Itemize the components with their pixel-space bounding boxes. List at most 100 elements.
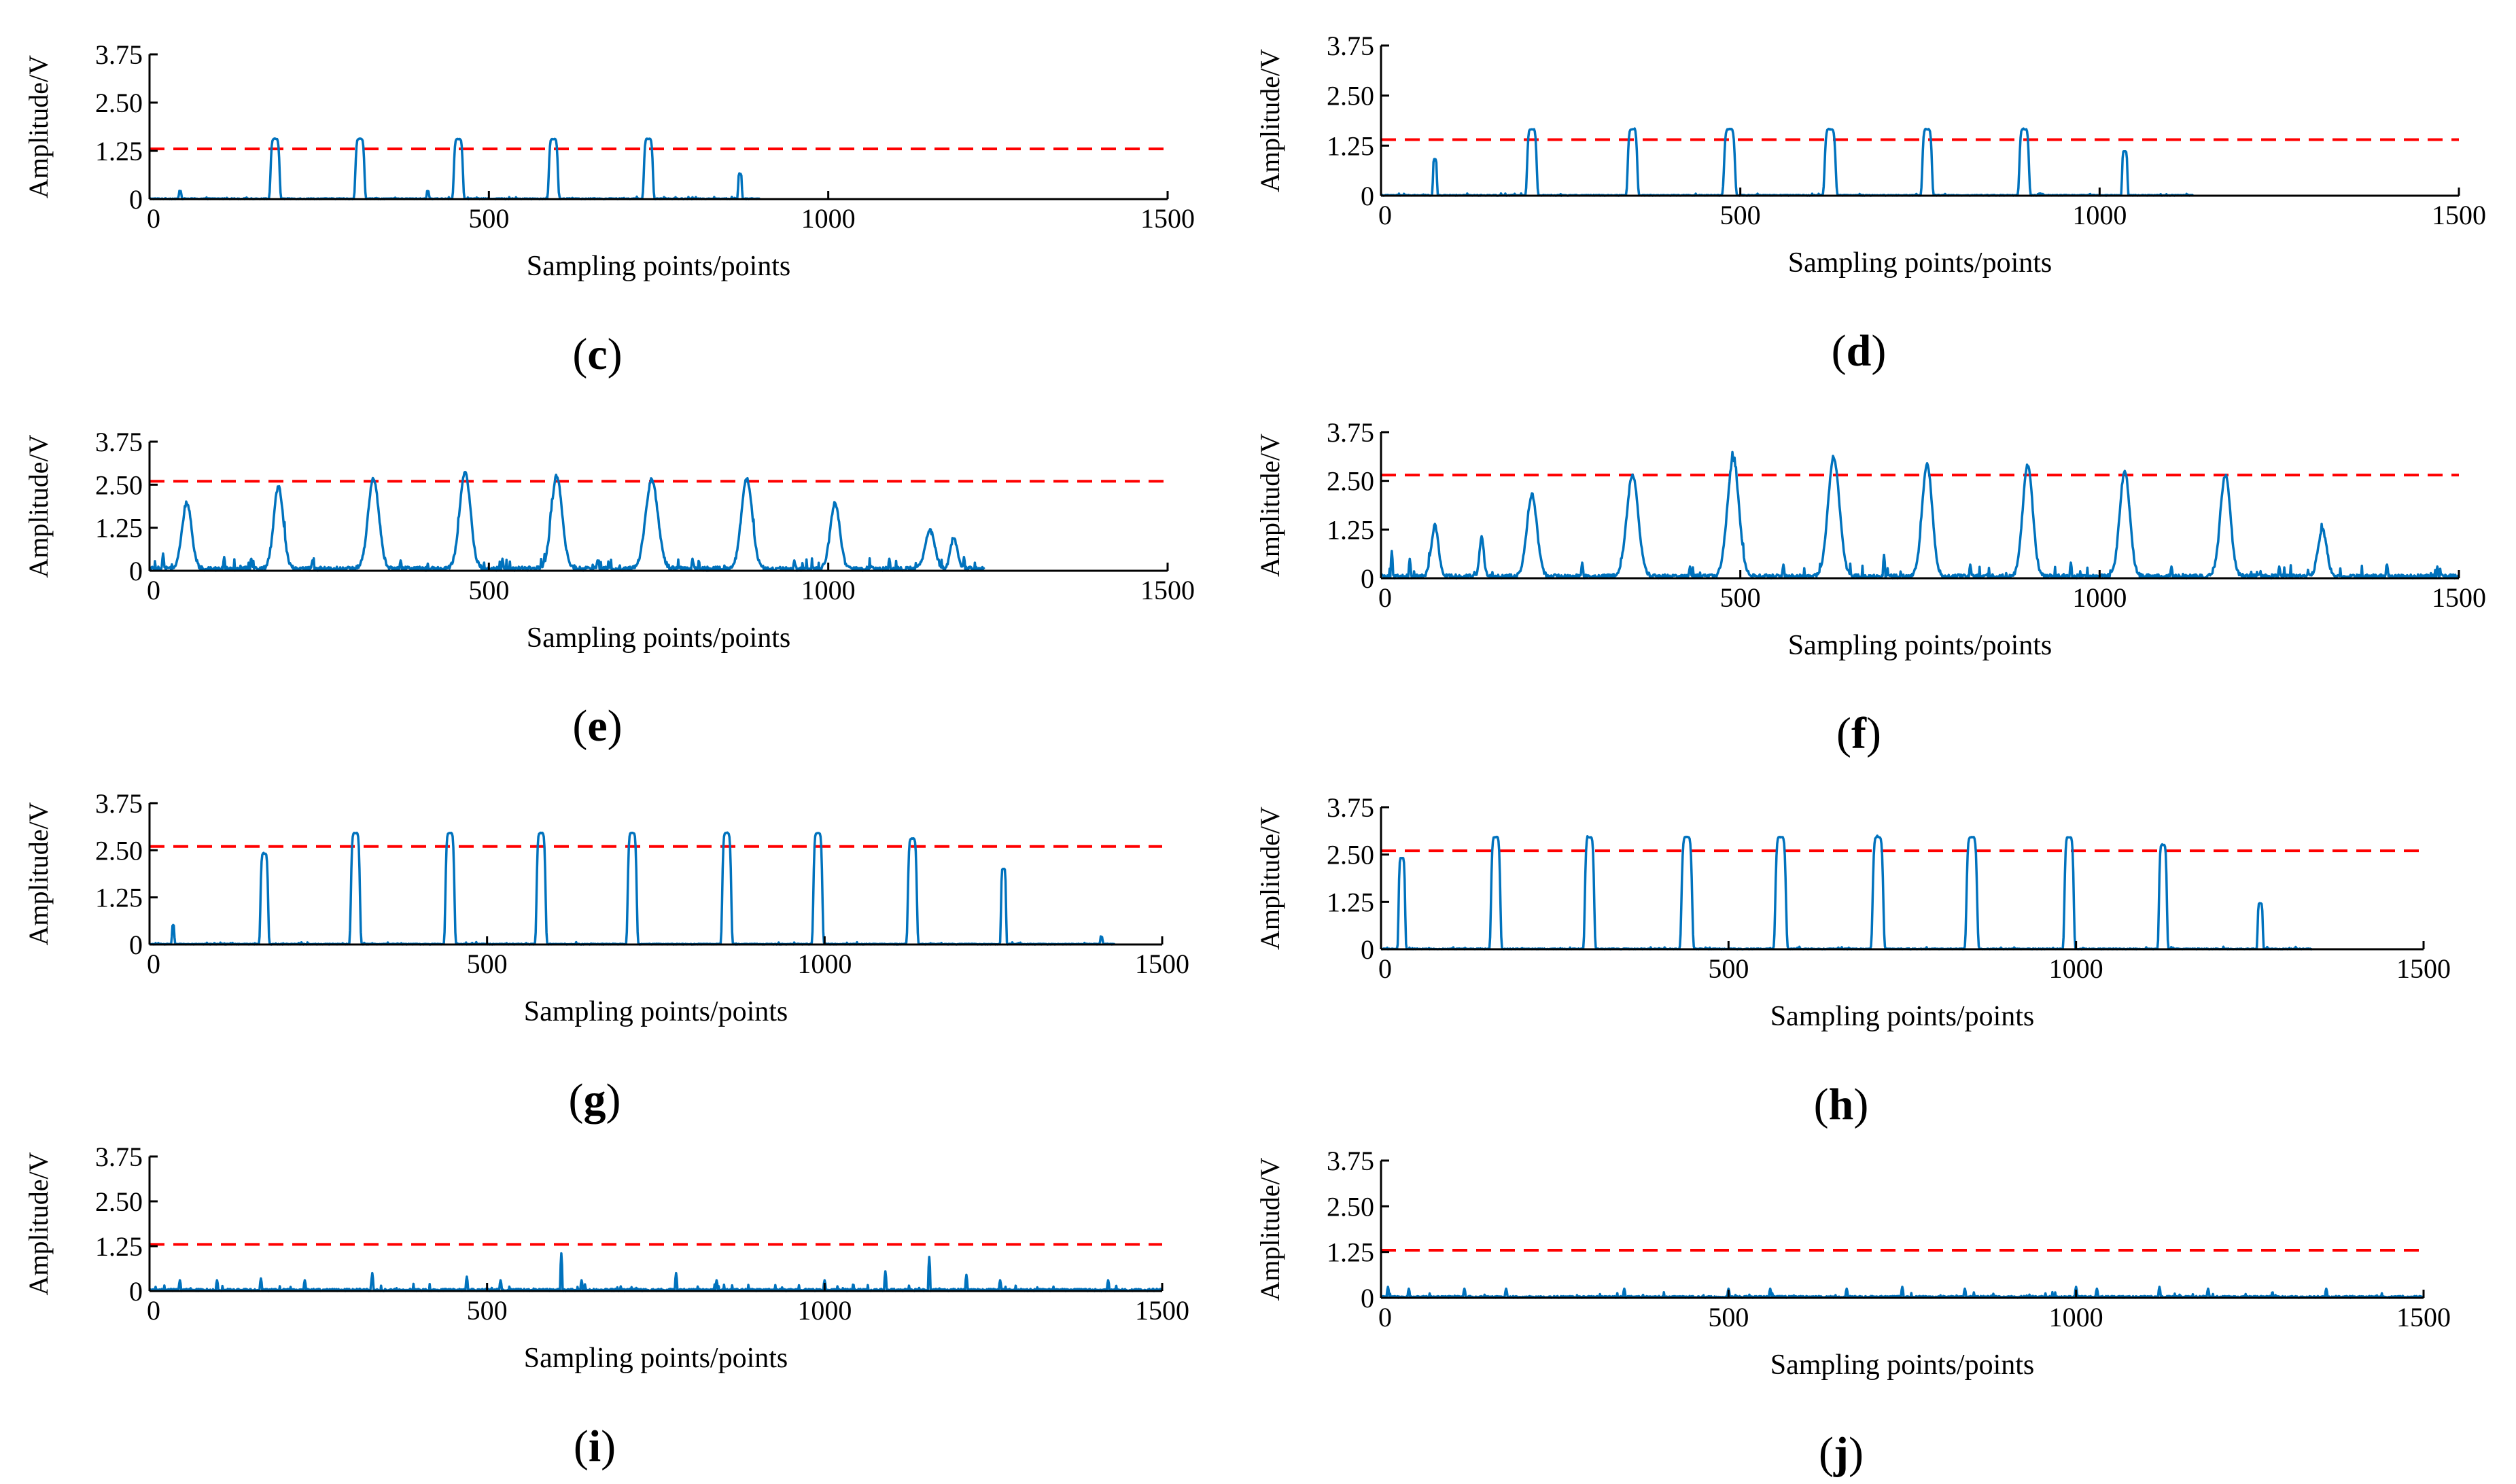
x-tick-label: 1000 [2072, 200, 2127, 230]
x-tick-label: 500 [467, 1295, 508, 1326]
y-axis-label: Amplitude/V [23, 434, 54, 578]
panel-h: 0 1.25 2.50 3.75 0 500 1000 1500 Sampling points… [1255, 792, 2451, 1129]
x-tick-label: 0 [147, 575, 160, 605]
signal-series [1380, 1286, 2424, 1299]
x-tick-label: 0 [1378, 200, 1392, 230]
x-tick-label: 1000 [2072, 582, 2127, 613]
y-axis-label: Amplitude/V [23, 55, 54, 198]
y-tick-label: 3.75 [1327, 31, 1374, 61]
x-tick-label: 1000 [801, 575, 856, 605]
x-tick-label: 500 [468, 203, 509, 234]
panel-caption: (h) [1814, 1080, 1869, 1129]
y-tick-label: 1.25 [95, 1231, 143, 1262]
x-tick-label: 0 [147, 949, 160, 979]
y-axis-label: Amplitude/V [1255, 807, 1285, 950]
x-axis-label: Sampling points/points [1770, 1349, 2035, 1381]
y-tick-label: 3.75 [95, 39, 143, 70]
panel-d: 0 1.25 2.50 3.75 0 500 1000 1500 Sampling points… [1255, 31, 2486, 376]
x-tick-label: 1000 [797, 1295, 852, 1326]
y-tick-label: 3.75 [1327, 1146, 1374, 1176]
y-tick-label: 0 [129, 184, 143, 215]
x-tick-label: 1500 [2432, 582, 2486, 613]
x-tick-label: 1500 [1135, 1295, 1189, 1326]
panel-caption: (d) [1832, 326, 1887, 376]
x-tick-label: 0 [1378, 953, 1392, 984]
y-axis-label: Amplitude/V [1255, 1157, 1285, 1301]
x-axis-label: Sampling points/points [1770, 1001, 2035, 1032]
x-axis-label: Sampling points/points [524, 996, 788, 1027]
x-tick-label: 500 [1708, 1302, 1749, 1332]
x-tick-label: 500 [1708, 953, 1749, 984]
y-tick-label: 2.50 [1327, 466, 1374, 497]
x-tick-label: 500 [467, 949, 508, 979]
x-axis-label: Sampling points/points [527, 622, 791, 654]
y-axis-label: Amplitude/V [23, 802, 54, 945]
panel-caption: (i) [574, 1421, 616, 1471]
signal-series [148, 470, 985, 572]
panel-f: 0 1.25 2.50 3.75 0 500 1000 1500 Sampling points… [1255, 417, 2486, 758]
y-tick-label: 2.50 [95, 1186, 143, 1217]
signal-series [1380, 450, 2460, 580]
x-axis-label: Sampling points/points [1788, 630, 2052, 661]
y-tick-label: 3.75 [1327, 792, 1374, 823]
panel-g: 0 1.25 2.50 3.75 0 500 1000 1500 Sampling points… [23, 788, 1189, 1125]
x-tick-label: 1500 [2432, 200, 2486, 230]
y-axis-label: Amplitude/V [1255, 49, 1285, 192]
signal-series [149, 137, 761, 200]
x-tick-label: 1500 [1140, 575, 1195, 605]
y-tick-label: 0 [1361, 563, 1374, 594]
panel-caption: (e) [572, 701, 622, 751]
x-tick-label: 1000 [801, 203, 856, 234]
x-tick-label: 1000 [2049, 953, 2103, 984]
panel-c: 0 1.25 2.50 3.75 0 500 1000 1500 Sampling points… [23, 39, 1195, 379]
y-tick-label: 3.75 [95, 1142, 143, 1172]
x-tick-label: 1000 [797, 949, 852, 979]
y-tick-label: 1.25 [1327, 514, 1374, 545]
y-tick-label: 1.25 [1327, 1237, 1374, 1268]
y-tick-label: 2.50 [1327, 840, 1374, 870]
y-tick-label: 1.25 [95, 513, 143, 544]
y-tick-label: 0 [1361, 181, 1374, 211]
x-tick-label: 0 [1378, 1302, 1392, 1332]
x-tick-label: 500 [1720, 582, 1761, 613]
x-tick-label: 0 [147, 1295, 160, 1326]
x-tick-label: 1000 [2049, 1302, 2103, 1332]
x-tick-label: 1500 [1135, 949, 1189, 979]
y-tick-label: 0 [129, 556, 143, 586]
y-tick-label: 3.75 [1327, 417, 1374, 448]
x-tick-label: 1500 [1140, 203, 1195, 234]
x-tick-label: 0 [147, 203, 160, 234]
y-tick-label: 3.75 [95, 427, 143, 457]
panel-j: 0 1.25 2.50 3.75 0 500 1000 1500 Sampling points… [1255, 1146, 2451, 1478]
signal-series [149, 831, 1116, 946]
y-tick-label: 1.25 [1327, 887, 1374, 917]
x-axis-label: Sampling points/points [524, 1343, 788, 1374]
x-tick-label: 1500 [2396, 1302, 2451, 1332]
y-tick-label: 3.75 [95, 788, 143, 819]
panel-caption: (f) [1836, 709, 1881, 758]
x-tick-label: 0 [1378, 582, 1392, 613]
y-tick-label: 0 [1361, 1283, 1374, 1313]
y-tick-label: 1.25 [95, 136, 143, 166]
y-axis-label: Amplitude/V [1255, 434, 1285, 577]
y-tick-label: 2.50 [95, 88, 143, 118]
x-tick-label: 500 [1720, 200, 1761, 230]
y-tick-label: 2.50 [1327, 81, 1374, 111]
x-tick-label: 500 [468, 575, 509, 605]
panel-caption: (c) [572, 330, 622, 379]
signal-series [1380, 834, 2313, 951]
y-tick-label: 1.25 [95, 883, 143, 913]
y-tick-label: 0 [1361, 934, 1374, 965]
panel-caption: (g) [569, 1075, 621, 1125]
y-axis-label: Amplitude/V [23, 1152, 54, 1295]
panel-e: 0 1.25 2.50 3.75 0 500 1000 1500 Sampling points… [23, 427, 1195, 751]
y-tick-label: 1.25 [1327, 130, 1374, 161]
panel-i: 0 1.25 2.50 3.75 0 500 1000 1500 Sampling points… [23, 1142, 1189, 1471]
y-tick-label: 0 [129, 1276, 143, 1307]
y-tick-label: 2.50 [95, 470, 143, 500]
y-tick-label: 2.50 [95, 835, 143, 866]
signal-series [148, 1252, 1163, 1292]
x-axis-label: Sampling points/points [1788, 247, 2052, 279]
y-tick-label: 0 [129, 930, 143, 960]
